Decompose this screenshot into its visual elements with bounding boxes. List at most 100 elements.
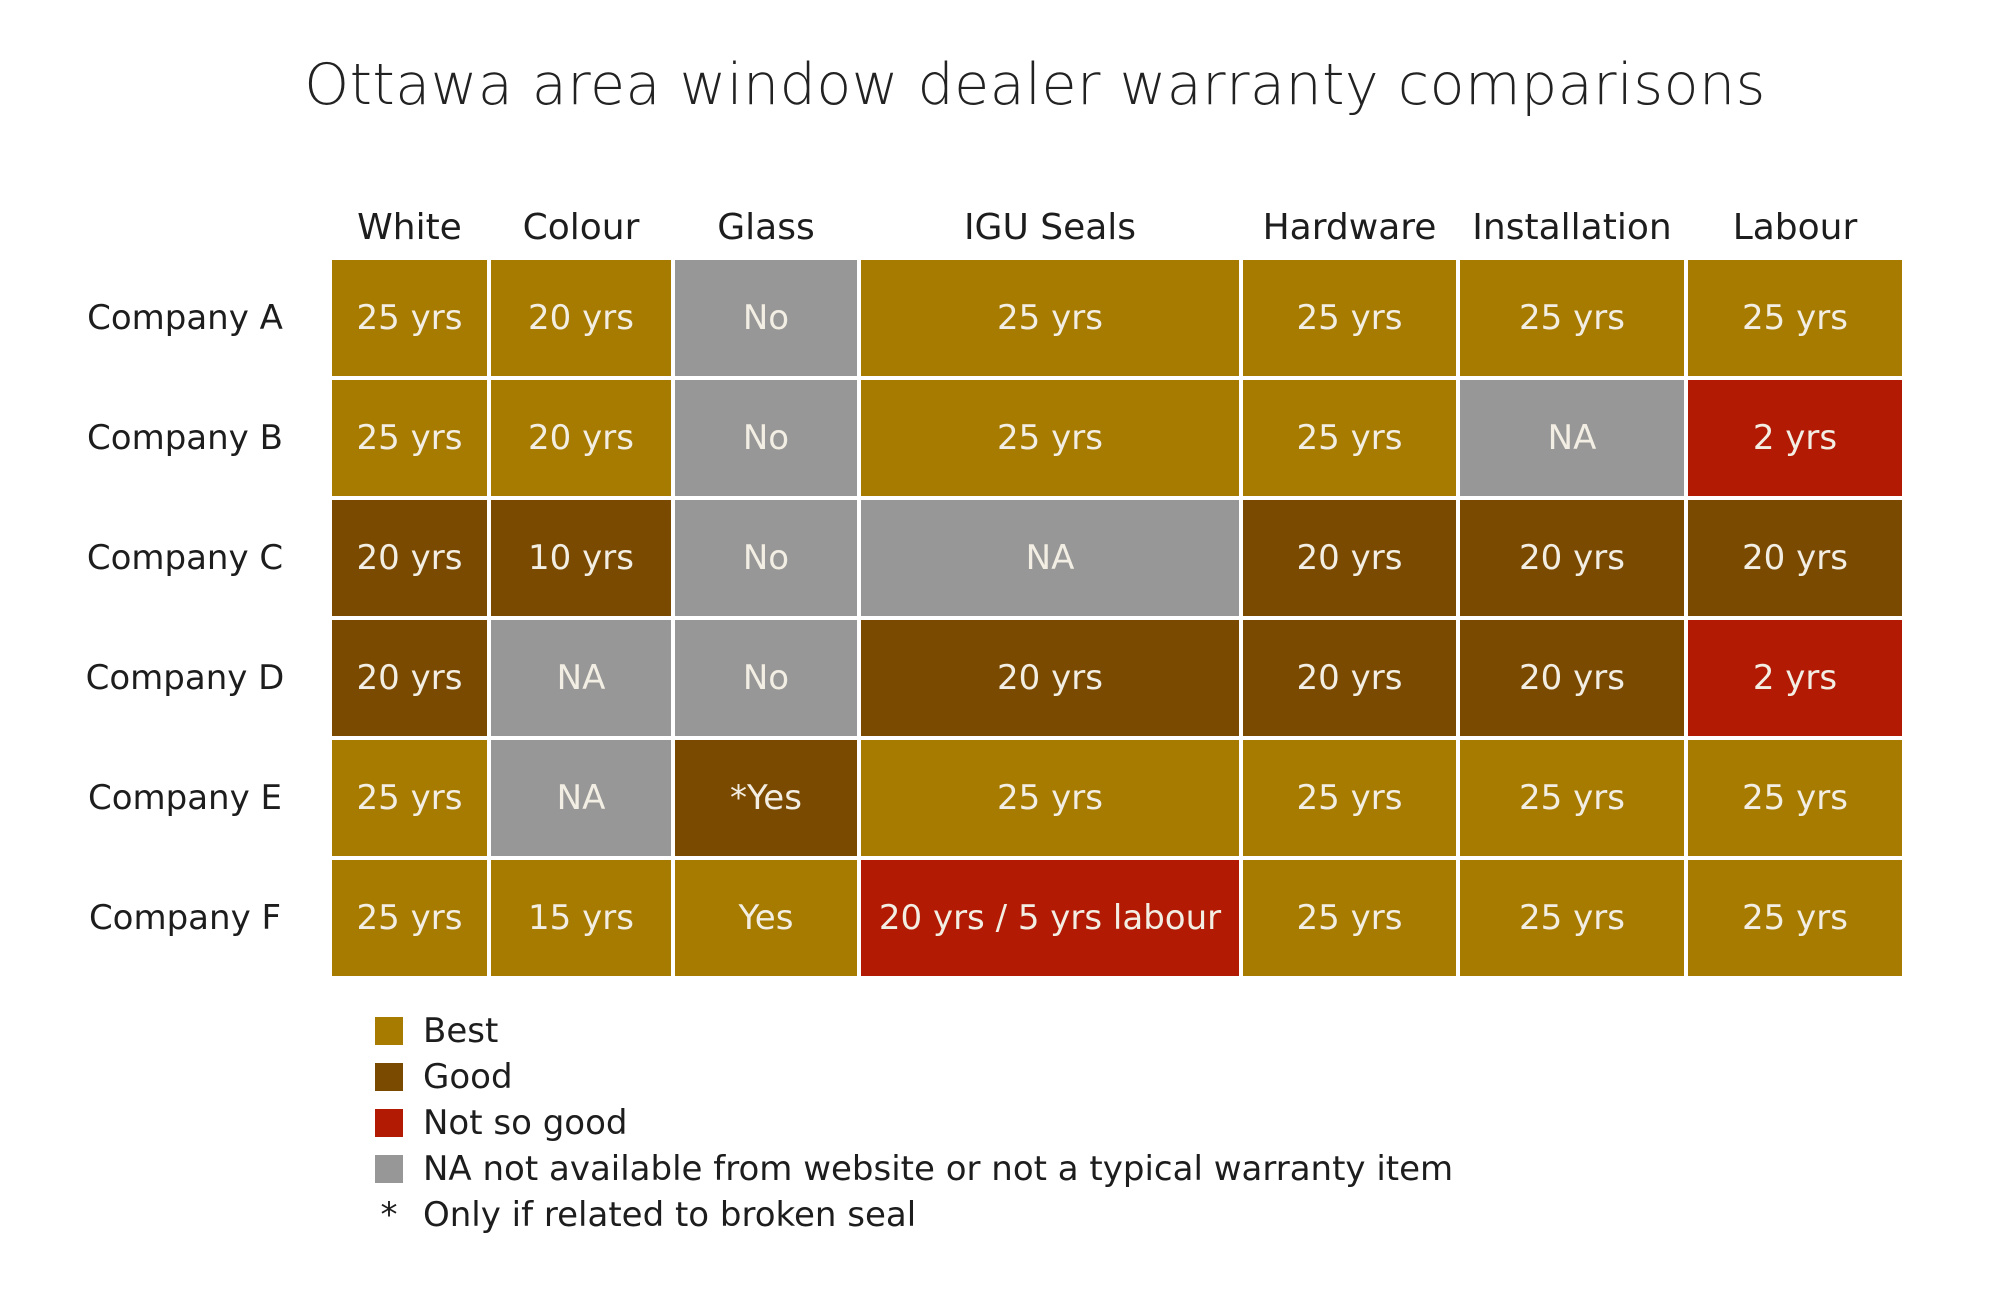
cell-value: 25 yrs <box>1296 898 1403 938</box>
column-header-igu-seals: IGU Seals <box>963 207 1137 248</box>
table-cell-company-f-labour: 25 yrs <box>1686 858 1904 978</box>
legend-label: Not so good <box>423 1103 628 1143</box>
table-cell-company-c-white: 20 yrs <box>330 498 489 618</box>
cell-value: No <box>742 658 790 698</box>
footnote-text: Only if related to broken seal <box>423 1195 917 1235</box>
cell-value: NA <box>556 658 606 698</box>
chart-title: Ottawa area window dealer warranty compa… <box>304 52 1766 118</box>
table-cell-company-e-hardware: 25 yrs <box>1241 738 1458 858</box>
cell-value: 15 yrs <box>528 898 634 938</box>
cell-value: 2 yrs <box>1752 418 1838 458</box>
footnote: * Only if related to broken seal <box>375 1192 1453 1238</box>
cell-value: 25 yrs <box>356 298 463 338</box>
table-cell-company-f-white: 25 yrs <box>330 858 489 978</box>
cell-value: 25 yrs <box>1519 898 1625 938</box>
cell-value: NA <box>1547 418 1597 458</box>
cell-value: 10 yrs <box>528 538 634 578</box>
table-cell-company-b-igu-seals: 25 yrs <box>859 378 1241 498</box>
legend-item-best: Best <box>375 1008 1453 1054</box>
cell-value: 20 yrs <box>1296 538 1403 578</box>
table-cell-company-f-colour: 15 yrs <box>489 858 673 978</box>
table-cell-company-f-igu-seals: 20 yrs / 5 yrs labour <box>859 858 1241 978</box>
cell-value: 20 yrs / 5 yrs labour <box>878 898 1222 938</box>
table-cell-company-a-colour: 20 yrs <box>489 258 673 378</box>
cell-value: 25 yrs <box>997 778 1103 818</box>
table-cell-company-f-installation: 25 yrs <box>1458 858 1686 978</box>
cell-value: 25 yrs <box>1742 778 1848 818</box>
cell-value: 25 yrs <box>356 898 463 938</box>
column-header-labour: Labour <box>1732 207 1858 248</box>
table-cell-company-b-labour: 2 yrs <box>1686 378 1904 498</box>
table-cell-company-d-white: 20 yrs <box>330 618 489 738</box>
footnote-symbol: * <box>380 1195 398 1235</box>
legend-label: Good <box>423 1057 513 1097</box>
cell-value: *Yes <box>730 778 802 818</box>
legend-swatch <box>375 1109 403 1137</box>
table-cell-company-a-glass: No <box>673 258 859 378</box>
legend-swatch <box>375 1063 403 1091</box>
cell-value: 25 yrs <box>356 418 463 458</box>
table-cell-company-e-labour: 25 yrs <box>1686 738 1904 858</box>
cell-value: 20 yrs <box>356 658 463 698</box>
cell-value: 20 yrs <box>528 418 634 458</box>
cell-value: 20 yrs <box>356 538 463 578</box>
table-cell-company-c-colour: 10 yrs <box>489 498 673 618</box>
row-header-company-d: Company D <box>85 658 285 698</box>
table-cell-company-f-glass: Yes <box>673 858 859 978</box>
cell-value: No <box>742 298 790 338</box>
legend-label: Best <box>423 1011 499 1051</box>
table-cell-company-c-glass: No <box>673 498 859 618</box>
table-cell-company-e-white: 25 yrs <box>330 738 489 858</box>
legend-item-na: NA not available from website or not a t… <box>375 1146 1453 1192</box>
table-cell-company-e-installation: 25 yrs <box>1458 738 1686 858</box>
table-cell-company-a-labour: 25 yrs <box>1686 258 1904 378</box>
row-header-company-b: Company B <box>87 418 283 458</box>
table-cell-company-e-igu-seals: 25 yrs <box>859 738 1241 858</box>
cell-value: 25 yrs <box>997 418 1103 458</box>
cell-value: 25 yrs <box>1296 298 1403 338</box>
cell-value: 25 yrs <box>1742 298 1848 338</box>
table-cell-company-b-glass: No <box>673 378 859 498</box>
table-cell-company-d-glass: No <box>673 618 859 738</box>
cell-value: 20 yrs <box>1519 538 1625 578</box>
table-cell-company-a-hardware: 25 yrs <box>1241 258 1458 378</box>
table-cell-company-d-colour: NA <box>489 618 673 738</box>
cell-value: 25 yrs <box>1519 778 1625 818</box>
cell-value: 20 yrs <box>997 658 1103 698</box>
legend-swatch <box>375 1017 403 1045</box>
legend-item-not-so-good: Not so good <box>375 1100 1453 1146</box>
cell-value: 2 yrs <box>1752 658 1838 698</box>
table-cell-company-d-labour: 2 yrs <box>1686 618 1904 738</box>
table-cell-company-f-hardware: 25 yrs <box>1241 858 1458 978</box>
table-cell-company-a-white: 25 yrs <box>330 258 489 378</box>
table-cell-company-b-colour: 20 yrs <box>489 378 673 498</box>
table-cell-company-a-installation: 25 yrs <box>1458 258 1686 378</box>
table-cell-company-b-white: 25 yrs <box>330 378 489 498</box>
table-cell-company-d-hardware: 20 yrs <box>1241 618 1458 738</box>
cell-value: 20 yrs <box>1519 658 1625 698</box>
column-header-white: White <box>357 207 462 248</box>
cell-value: 20 yrs <box>1296 658 1403 698</box>
legend: Best Good Not so good NA not available from… <box>375 1008 1453 1238</box>
cell-value: 25 yrs <box>997 298 1103 338</box>
table-cell-company-b-hardware: 25 yrs <box>1241 378 1458 498</box>
legend-swatch <box>375 1155 403 1183</box>
row-header-company-f: Company F <box>88 898 282 938</box>
table-cell-company-e-glass: *Yes <box>673 738 859 858</box>
row-header-company-c: Company C <box>86 538 284 578</box>
column-header-installation: Installation <box>1472 207 1672 248</box>
table-cell-company-e-colour: NA <box>489 738 673 858</box>
cell-value: 25 yrs <box>1742 898 1848 938</box>
table-cell-company-c-labour: 20 yrs <box>1686 498 1904 618</box>
table-cell-company-d-installation: 20 yrs <box>1458 618 1686 738</box>
cell-value: NA <box>1025 538 1075 578</box>
row-header-company-a: Company A <box>87 298 283 338</box>
table-cell-company-b-installation: NA <box>1458 378 1686 498</box>
cell-value: 25 yrs <box>1519 298 1625 338</box>
cell-value: No <box>742 538 790 578</box>
column-header-glass: Glass <box>717 207 815 248</box>
table-cell-company-c-igu-seals: NA <box>859 498 1241 618</box>
cell-value: 20 yrs <box>528 298 634 338</box>
table-cell-company-c-installation: 20 yrs <box>1458 498 1686 618</box>
